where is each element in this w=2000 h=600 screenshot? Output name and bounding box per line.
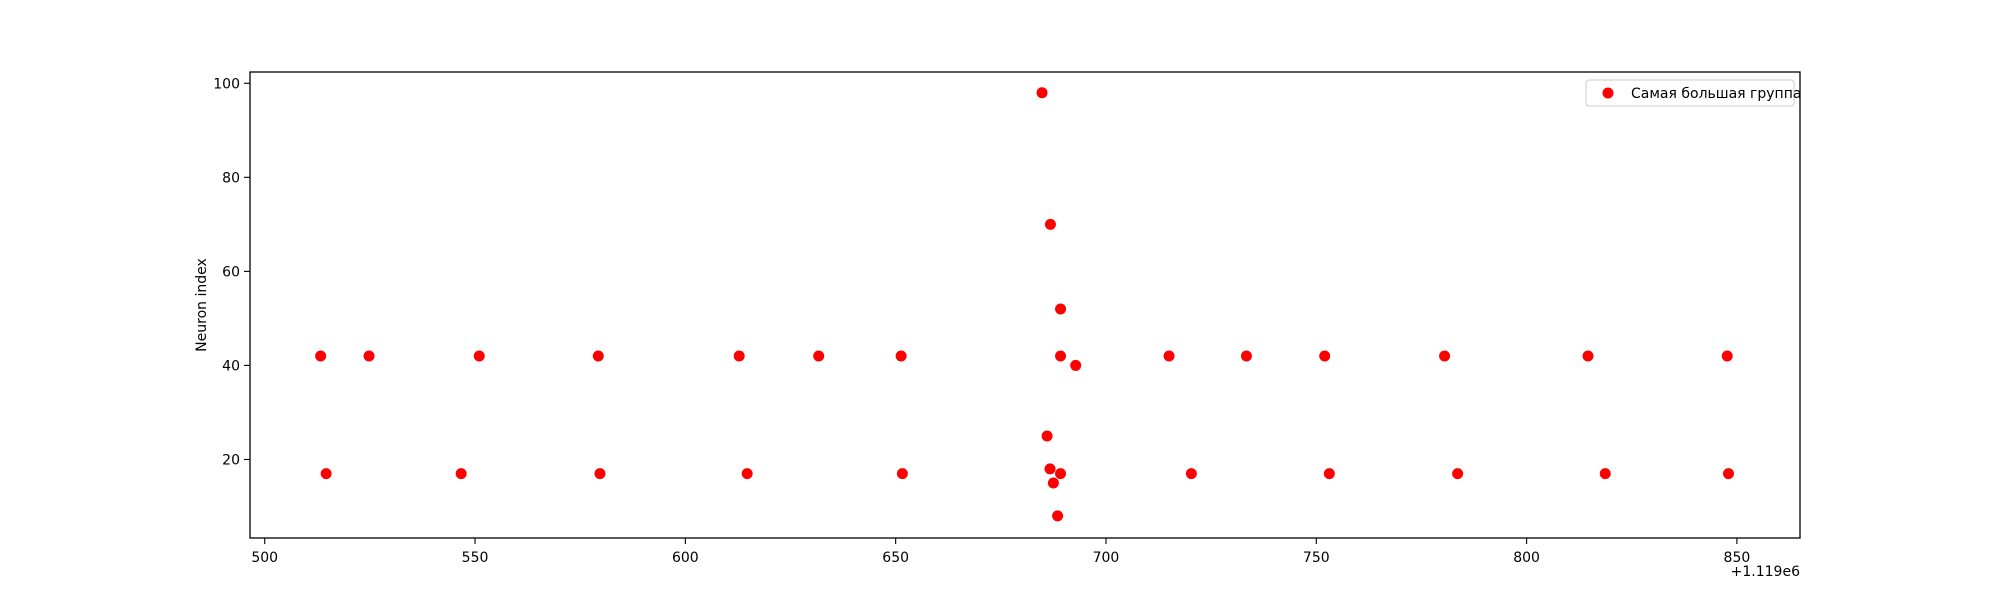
data-point <box>1041 430 1053 442</box>
data-point <box>1044 463 1056 475</box>
legend: Самая большая группа <box>1585 79 1801 107</box>
x-axis-ticks: 500 550 600 650 700 750 800 850 <box>251 538 1750 566</box>
y-tick-label: 20 <box>222 452 240 468</box>
data-point <box>1582 350 1594 362</box>
x-axis-offset-label: +1.119e6 <box>1731 564 1800 580</box>
data-point <box>1319 350 1331 362</box>
data-point <box>1185 468 1197 480</box>
data-point <box>1452 468 1464 480</box>
data-point <box>473 350 485 362</box>
y-tick-label: 100 <box>213 76 240 92</box>
data-point <box>1055 468 1067 480</box>
data-point <box>455 468 467 480</box>
data-point <box>1439 350 1451 362</box>
data-point <box>592 350 604 362</box>
data-point <box>1323 468 1335 480</box>
data-point <box>315 350 327 362</box>
x-tick-label: 600 <box>672 550 699 566</box>
legend-box <box>1585 79 1795 107</box>
y-tick-label: 40 <box>222 358 240 374</box>
y-axis-ticks: 20 40 60 80 100 <box>213 76 250 468</box>
y-axis-label: Neuron index <box>194 258 210 352</box>
data-point <box>1055 350 1067 362</box>
x-tick-label: 550 <box>462 550 489 566</box>
data-point <box>1070 359 1082 371</box>
plot-frame <box>249 71 1801 539</box>
x-tick-label: 850 <box>1724 550 1751 566</box>
x-tick-label: 800 <box>1513 550 1540 566</box>
legend-label: Самая большая группа <box>1631 86 1801 102</box>
data-point <box>1044 218 1056 230</box>
data-point <box>895 350 907 362</box>
legend-marker <box>1602 87 1614 99</box>
y-tick-label: 60 <box>222 264 240 280</box>
data-point <box>1722 468 1734 480</box>
data-point <box>363 350 375 362</box>
data-point <box>1163 350 1175 362</box>
data-point <box>1721 350 1733 362</box>
data-points <box>315 87 1734 522</box>
y-tick-label: 80 <box>222 170 240 186</box>
data-point <box>741 468 753 480</box>
x-tick-label: 750 <box>1303 550 1330 566</box>
data-point <box>813 350 825 362</box>
data-point <box>594 468 606 480</box>
data-point <box>1047 477 1059 489</box>
x-tick-label: 700 <box>1093 550 1120 566</box>
data-point <box>1055 303 1067 315</box>
plot-area <box>250 72 1800 538</box>
data-point <box>1052 510 1064 522</box>
data-point <box>896 468 908 480</box>
data-point <box>733 350 745 362</box>
data-point <box>1599 468 1611 480</box>
data-point <box>1036 87 1048 99</box>
x-tick-label: 500 <box>251 550 278 566</box>
x-tick-label: 650 <box>882 550 909 566</box>
data-point <box>1240 350 1252 362</box>
data-point <box>320 468 332 480</box>
